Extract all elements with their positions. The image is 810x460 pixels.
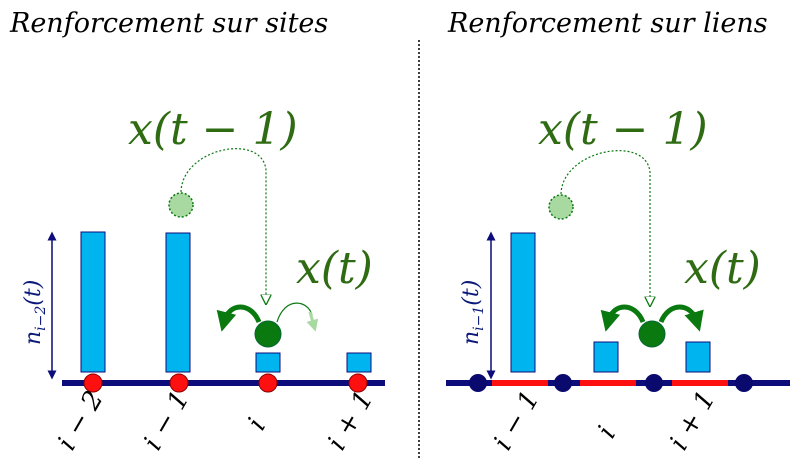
- left-y-label-n: n: [21, 331, 46, 345]
- right-site-dot: [645, 374, 663, 392]
- right-y-label-arg: (t): [459, 280, 484, 306]
- right-tick: i − 1: [488, 386, 546, 456]
- left-hop-arrow-weak-light: [306, 311, 319, 332]
- left-y-label-sub: i−2: [33, 306, 49, 331]
- left-title: Renforcement sur sites: [9, 8, 328, 39]
- right-bar-i-minus-1: [510, 232, 536, 373]
- right-y-label-sub: i−1: [471, 306, 487, 331]
- right-bar-i: [593, 341, 619, 373]
- left-panel: Renforcement sur sites ni−2(t) x(t − 1): [9, 8, 385, 456]
- left-site-dot: [169, 373, 189, 393]
- left-site-dot: [258, 373, 278, 393]
- left-site-dot: [83, 373, 103, 393]
- left-y-label: ni−2(t): [21, 280, 49, 345]
- left-label-now: x(t): [296, 243, 373, 294]
- right-tick: i: [592, 421, 622, 443]
- left-ghost-walker: [168, 192, 194, 218]
- left-walker: [254, 320, 282, 348]
- left-tick: i − 2: [52, 386, 110, 456]
- left-y-label-arg: (t): [21, 280, 46, 306]
- left-bar-i-minus-2: [80, 231, 106, 373]
- right-tick: i + 1: [664, 386, 722, 456]
- right-title: Renforcement sur liens: [447, 8, 768, 39]
- right-site-dot: [735, 374, 753, 392]
- right-panel: Renforcement sur liens ni−1(t) x(t − 1) …: [446, 8, 790, 456]
- left-hop-arrow-weak-dark: [276, 302, 313, 323]
- left-bar-i-minus-1: [165, 232, 191, 373]
- right-hop-arrow-left: [600, 304, 646, 332]
- left-jump-path: [180, 148, 266, 304]
- right-bar-i-plus-1: [685, 341, 711, 373]
- right-y-label-n: n: [459, 331, 484, 345]
- right-y-label: ni−1(t): [459, 280, 487, 345]
- left-tick: i − 1: [138, 386, 196, 456]
- right-ghost-walker: [548, 194, 574, 220]
- left-site-dot: [348, 373, 368, 393]
- left-label-prev: x(t − 1): [128, 104, 298, 155]
- left-hop-arrow-strong: [216, 304, 262, 332]
- right-jump-path: [560, 150, 650, 306]
- left-bar-i-plus-1: [346, 352, 372, 373]
- right-label-prev: x(t − 1): [538, 104, 708, 155]
- right-site-dot: [554, 374, 572, 392]
- right-walker: [638, 320, 666, 348]
- right-site-dot: [469, 374, 487, 392]
- right-label-now: x(t): [684, 243, 761, 294]
- left-bar-i: [255, 352, 281, 373]
- left-tick: i: [242, 413, 272, 435]
- right-hop-arrow-right: [658, 304, 704, 332]
- left-tick: i + 1: [322, 386, 380, 456]
